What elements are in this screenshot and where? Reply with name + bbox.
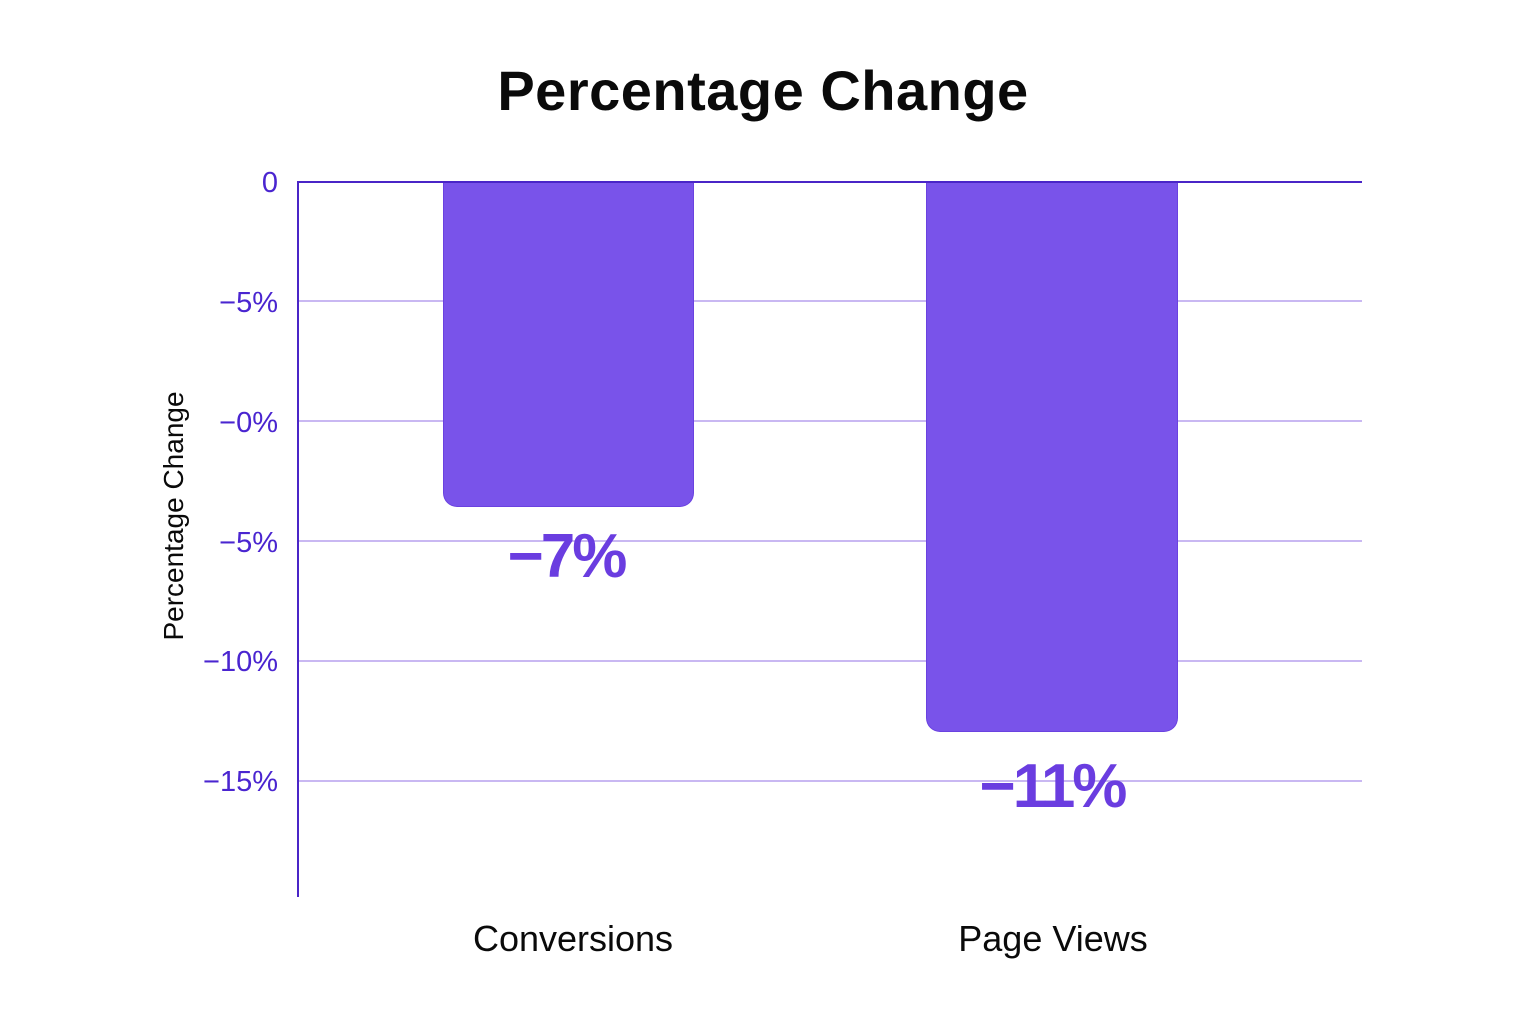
y-tick-label: −15% xyxy=(203,766,278,798)
bar-conversions xyxy=(443,182,694,507)
y-tick-label: −5% xyxy=(219,287,278,319)
y-tick-label: −0% xyxy=(219,407,278,439)
y-tick-label: 0 xyxy=(261,167,278,199)
gridline xyxy=(298,420,1362,422)
gridline xyxy=(298,660,1362,662)
zero-line xyxy=(298,181,1362,183)
gridline xyxy=(298,540,1362,542)
y-tick-label: −5% xyxy=(219,527,278,559)
bar-value-label-conversions: −7% xyxy=(507,522,628,591)
y-tick-label: −10% xyxy=(203,646,278,678)
bar-page-views xyxy=(926,182,1178,732)
chart-title: Percentage Change xyxy=(497,59,1029,122)
x-tick-label-conversions: Conversions xyxy=(472,918,674,959)
bar-value-label-page-views: −11% xyxy=(979,752,1128,821)
x-tick-label-page-views: Page Views xyxy=(958,918,1148,959)
gridline xyxy=(298,780,1362,782)
y-axis-line xyxy=(297,181,299,897)
gridline xyxy=(298,300,1362,302)
y-axis-title: Percentage Change xyxy=(158,391,189,641)
